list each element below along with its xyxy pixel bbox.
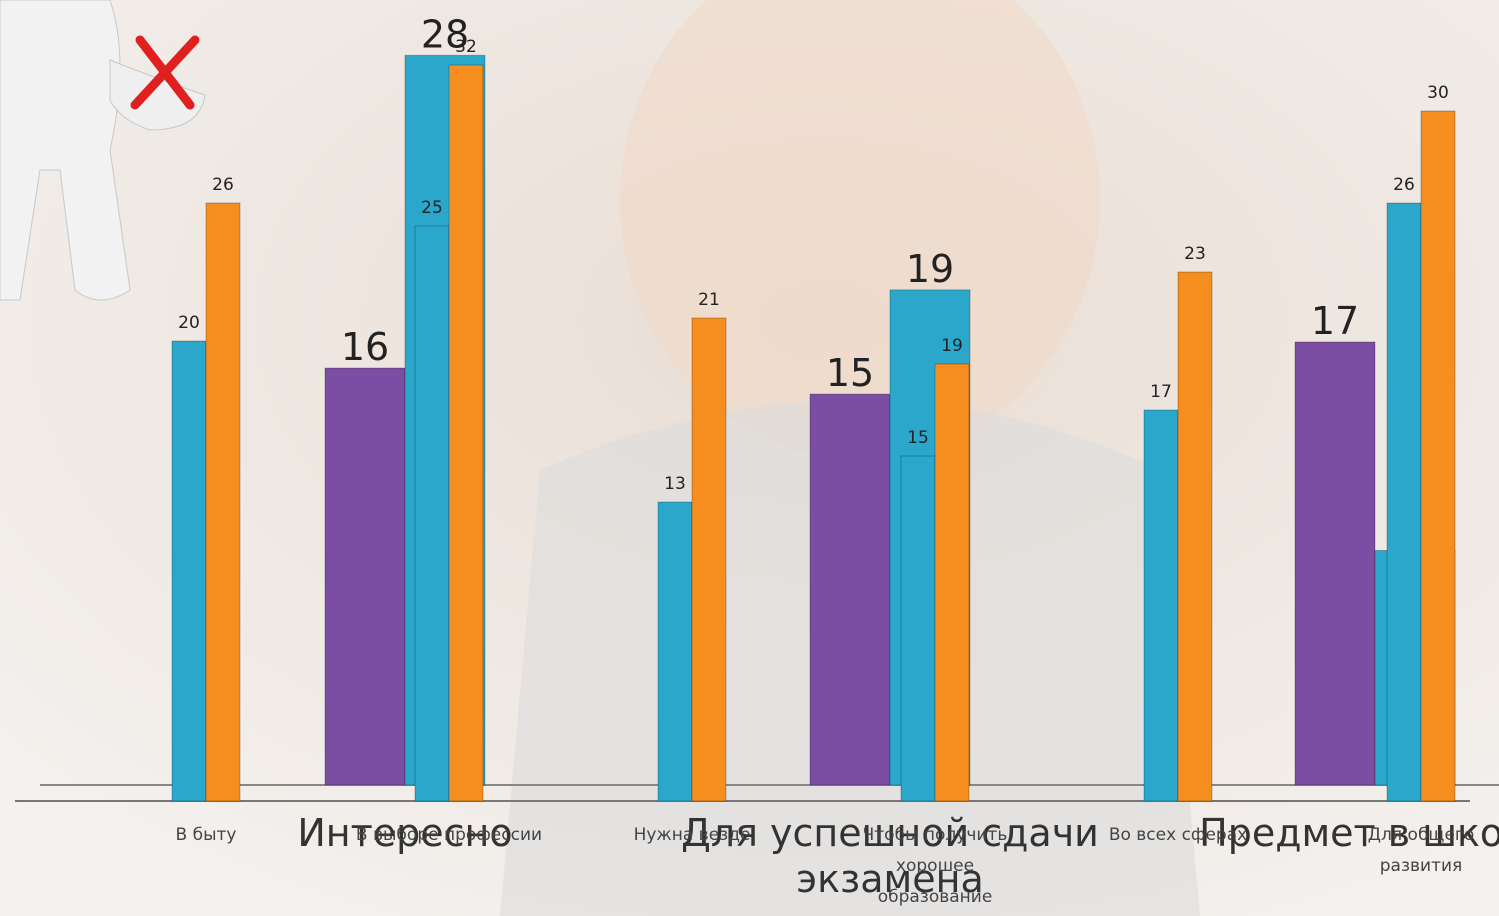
data-label: 17 (1311, 299, 1359, 343)
bar (692, 318, 726, 801)
bar (1295, 342, 1375, 785)
data-label: 15 (826, 351, 874, 395)
data-label: 19 (906, 247, 954, 291)
slide: 16281519179202625321321151917232630Интер… (0, 0, 1499, 916)
data-label: 30 (1427, 83, 1449, 103)
bar (901, 456, 935, 801)
data-label: 32 (455, 37, 477, 57)
bar (1421, 111, 1455, 801)
bar (172, 341, 206, 801)
data-label: 25 (421, 198, 443, 218)
x-tick-label: В выборе профессии (356, 825, 542, 845)
bar (810, 394, 890, 785)
bar (449, 65, 483, 801)
data-label: 23 (1184, 244, 1206, 264)
bar (658, 502, 692, 801)
bar (1387, 203, 1421, 801)
x-tick-label: Во всех сферах (1109, 825, 1247, 845)
data-label: 15 (907, 428, 929, 448)
data-label: 26 (212, 175, 234, 195)
bar (1178, 272, 1212, 801)
data-label: 20 (178, 313, 200, 333)
bar (206, 203, 240, 801)
bar (935, 364, 969, 801)
bar (325, 368, 405, 785)
x-tick-label: В быту (176, 825, 237, 845)
bar (1144, 410, 1178, 801)
bar (415, 226, 449, 801)
data-label: 16 (341, 325, 389, 369)
data-label: 17 (1150, 382, 1172, 402)
data-label: 21 (698, 290, 720, 310)
data-label: 13 (664, 474, 686, 494)
x-tick-label: Нужна везде (634, 825, 751, 845)
data-label: 19 (941, 336, 963, 356)
data-label: 26 (1393, 175, 1415, 195)
